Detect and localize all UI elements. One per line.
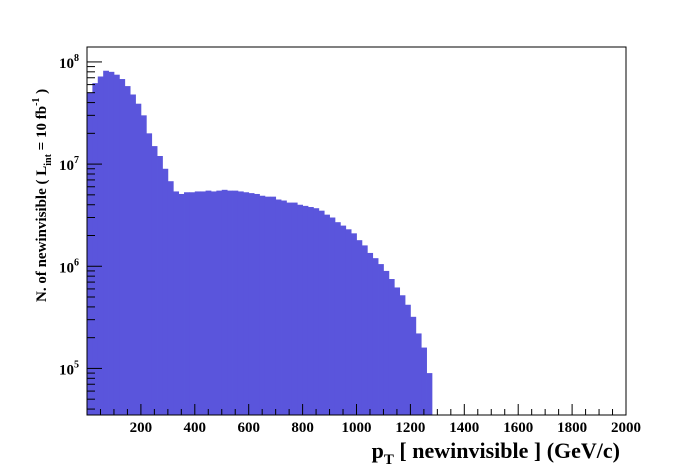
x-tick-label: 600 bbox=[237, 420, 260, 436]
y-axis-title-sub: int bbox=[43, 153, 54, 165]
histogram-bar bbox=[351, 233, 357, 415]
histogram-bar bbox=[92, 83, 99, 415]
x-tick-label: 800 bbox=[291, 420, 314, 436]
y-tick-label: 107 bbox=[59, 155, 79, 174]
histogram-bar bbox=[173, 191, 180, 415]
histogram-bar bbox=[194, 191, 201, 415]
histogram-bar bbox=[334, 222, 341, 415]
histogram-bar bbox=[259, 195, 266, 415]
histogram-bar bbox=[210, 191, 217, 415]
histogram-bar bbox=[113, 74, 120, 415]
histogram-bar bbox=[200, 191, 206, 415]
y-tick-label: 106 bbox=[59, 257, 79, 276]
histogram-bar bbox=[237, 191, 244, 415]
histogram-bar bbox=[405, 304, 411, 415]
histogram-bar bbox=[297, 204, 303, 415]
histogram-bar bbox=[221, 189, 228, 415]
y-axis-ticks: 105 106 107 108 bbox=[59, 53, 102, 410]
x-axis-title-sub: T bbox=[384, 452, 394, 468]
y-tick-label: 108 bbox=[59, 53, 79, 72]
histogram-bar bbox=[124, 86, 131, 415]
histogram-bar bbox=[378, 264, 384, 415]
y-axis-title-part3: ) bbox=[34, 89, 50, 98]
histogram-bar bbox=[216, 190, 223, 415]
x-axis-ticks: 200 400 600 800 1000 1200 1400 1600 1800 2000 bbox=[99, 404, 641, 436]
histogram-bar bbox=[421, 347, 427, 415]
y-axis-title: N. of newinvisible ( Lint = 10 fb-1 ) bbox=[31, 89, 54, 302]
histogram-bar bbox=[167, 181, 174, 415]
histogram-bar bbox=[415, 333, 422, 415]
histogram-bar bbox=[383, 270, 390, 415]
x-tick-label: 1200 bbox=[395, 420, 425, 436]
histogram-bar bbox=[426, 373, 433, 415]
x-tick-label: 1600 bbox=[503, 420, 533, 436]
histogram-bar bbox=[410, 316, 417, 415]
histogram-bar bbox=[399, 295, 406, 415]
histogram-bar bbox=[178, 193, 185, 415]
histogram-bar bbox=[324, 214, 330, 415]
histogram-bar bbox=[281, 200, 287, 415]
x-tick-label: 2000 bbox=[611, 420, 641, 436]
histogram-bar bbox=[87, 92, 93, 415]
histogram-bar bbox=[372, 258, 379, 415]
y-axis-title-part2: = 10 fb bbox=[34, 106, 50, 154]
histogram-bar bbox=[329, 217, 336, 415]
histogram-bar bbox=[119, 79, 126, 415]
histogram-bar bbox=[146, 133, 153, 415]
x-tick-label: 1400 bbox=[449, 420, 479, 436]
x-axis-title: pT [ newinvisible ] (GeV/c) bbox=[372, 438, 620, 468]
histogram-bar bbox=[275, 199, 282, 415]
x-tick-label: 1800 bbox=[557, 420, 587, 436]
histogram-bar bbox=[97, 76, 104, 415]
histogram-bar bbox=[189, 192, 196, 415]
histogram-bar bbox=[184, 192, 190, 415]
histogram-bar bbox=[286, 202, 293, 415]
histogram-bar bbox=[103, 70, 109, 415]
histogram-bar bbox=[227, 190, 233, 415]
x-tick-label: 400 bbox=[184, 420, 207, 436]
histogram-bar bbox=[140, 115, 147, 415]
x-axis-title-rest: [ newinvisible ] (GeV/c) bbox=[394, 438, 620, 463]
x-tick-label: 200 bbox=[130, 420, 153, 436]
histogram-bar bbox=[394, 287, 401, 415]
histogram-bar bbox=[243, 192, 250, 415]
histogram-bar bbox=[313, 208, 320, 415]
histogram-bar bbox=[361, 245, 368, 415]
histogram-bar bbox=[254, 193, 260, 415]
histogram-bar bbox=[151, 146, 158, 415]
histogram-bar bbox=[108, 71, 115, 415]
histogram-bar bbox=[291, 202, 298, 415]
histogram-bar bbox=[248, 193, 255, 415]
histogram-bar bbox=[205, 190, 212, 415]
histogram-bar bbox=[157, 156, 163, 415]
histogram-bar bbox=[356, 240, 363, 415]
histogram-bar bbox=[264, 196, 271, 415]
histogram-bar bbox=[340, 225, 347, 415]
x-axis-title-main: p bbox=[372, 438, 384, 463]
histogram-bar bbox=[302, 205, 309, 415]
histogram-bar bbox=[318, 210, 325, 415]
histogram-bar bbox=[232, 190, 239, 415]
y-axis-title-sup: -1 bbox=[31, 98, 42, 106]
histogram-bar bbox=[130, 94, 136, 415]
x-tick-label: 1000 bbox=[342, 420, 372, 436]
histogram-bar bbox=[367, 252, 374, 415]
y-axis-title-part1: N. of newinvisible ( L bbox=[34, 166, 50, 302]
histogram-bar bbox=[345, 229, 352, 415]
histogram-bar bbox=[135, 103, 142, 415]
histogram-bar bbox=[307, 207, 314, 415]
histogram-bars bbox=[87, 70, 433, 415]
y-tick-label: 105 bbox=[59, 359, 79, 378]
histogram-bar bbox=[388, 279, 395, 415]
histogram-bar bbox=[270, 196, 277, 415]
histogram-bar bbox=[162, 168, 169, 415]
